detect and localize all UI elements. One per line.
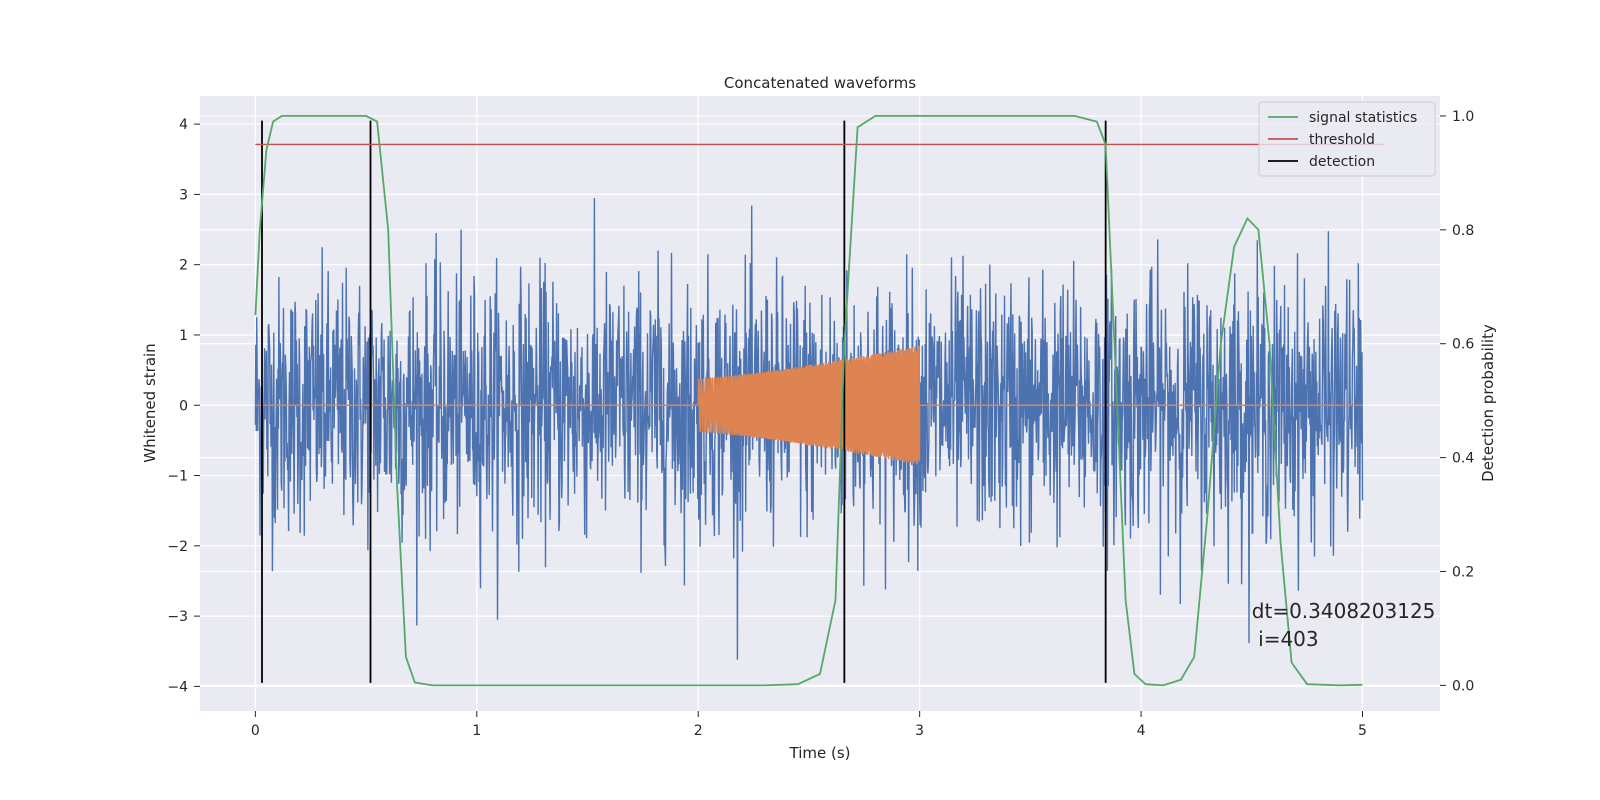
y2-ticks: 0.0 0.2 0.4 0.6 0.8 1.0: [1440, 109, 1474, 694]
legend-label-signal-statistics: signal statistics: [1309, 110, 1417, 126]
y2-tick-label: 0.8: [1452, 223, 1474, 239]
y2-tick-label: 0.4: [1452, 451, 1474, 467]
signal-statistics-series: [254, 115, 1363, 687]
detection-lines: [261, 120, 1107, 683]
gridlines: [200, 96, 1440, 711]
legend-label-detection: detection: [1309, 154, 1375, 170]
y2-tick-label: 0.2: [1452, 564, 1474, 580]
y2-axis-label: Detection probability: [1479, 324, 1497, 482]
x-ticks: 0 1 2 3 4 5: [251, 711, 1367, 739]
y-tick-label: 3: [179, 187, 188, 203]
x-tick-label: 3: [915, 723, 924, 739]
y-tick-label: −1: [167, 469, 188, 485]
injected-signal-series: [255, 345, 1363, 465]
y-tick-label: −4: [167, 679, 188, 695]
y-tick-label: 0: [179, 398, 188, 414]
legend-box: [1258, 101, 1436, 177]
y-tick-label: 2: [179, 258, 188, 274]
y-tick-label: −2: [167, 539, 188, 555]
legend: signal statistics threshold detection: [1258, 101, 1436, 177]
y-tick-label: 1: [179, 328, 188, 344]
y2-tick-label: 1.0: [1452, 109, 1474, 125]
y-tick-label: 4: [179, 117, 188, 133]
y-tick-label: −3: [167, 609, 188, 625]
x-tick-label: 0: [251, 723, 260, 739]
annotation-index: i=403: [1252, 627, 1319, 651]
x-tick-label: 5: [1358, 723, 1367, 739]
chart-title: Concatenated waveforms: [724, 74, 916, 92]
y-axis-label: Whitened strain: [141, 343, 159, 462]
legend-label-threshold: threshold: [1309, 132, 1375, 148]
x-axis-label: Time (s): [789, 744, 851, 762]
x-tick-label: 4: [1137, 723, 1146, 739]
y2-tick-label: 0.6: [1452, 337, 1474, 353]
x-tick-label: 1: [472, 723, 481, 739]
x-tick-label: 2: [694, 723, 703, 739]
y-ticks: −4 −3 −2 −1 0 1 2 3 4: [167, 117, 200, 695]
y2-tick-label: 0.0: [1452, 678, 1474, 694]
annotation-dt: dt=0.3408203125: [1252, 599, 1436, 623]
